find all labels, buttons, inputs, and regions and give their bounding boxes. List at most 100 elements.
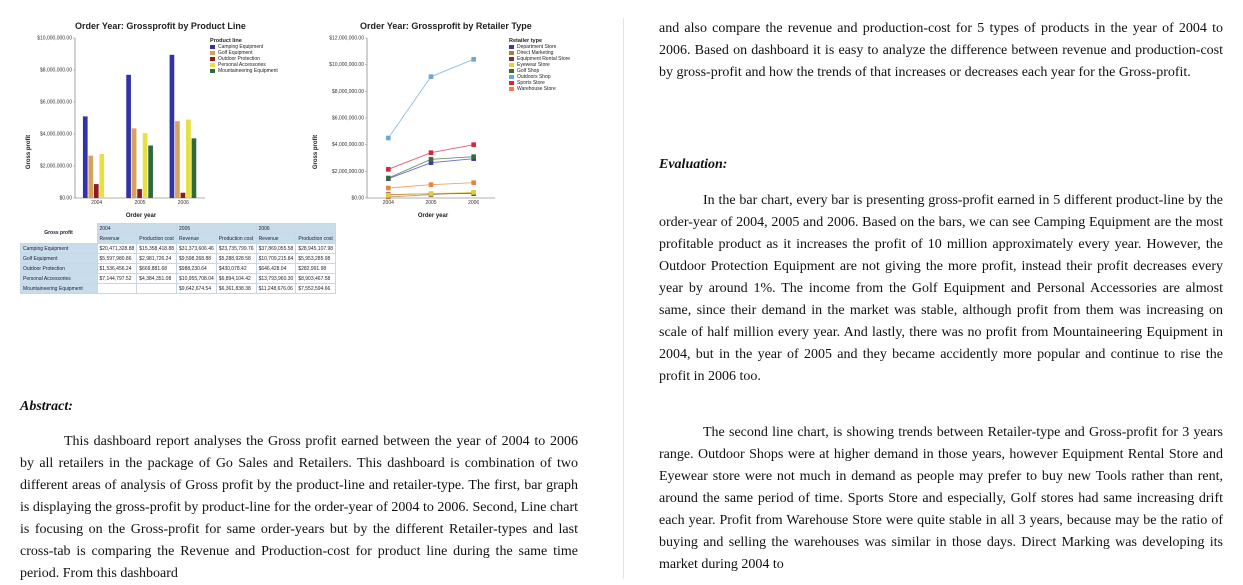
table-cell: $15,358,418.88: [136, 243, 178, 254]
line-chart-xlabel: Order year: [418, 213, 449, 219]
table-cell: $5,288,928.58: [215, 253, 257, 264]
table-cell: $23,735,799.76: [215, 243, 257, 254]
bar-outdoor-protection-2006: [180, 192, 186, 198]
y-tick-label: $6,000,000.00: [40, 100, 72, 106]
table-cell: $20,471,328.88: [96, 243, 138, 254]
legend-label: Eyewear Store: [517, 62, 550, 68]
point-golf-shop-2005: [428, 157, 434, 162]
legend-swatch: [210, 62, 215, 67]
crosstab-subheader: Revenue: [255, 233, 297, 244]
y-tick-label: $10,000,000.00: [37, 36, 72, 42]
crosstab-year-header: 2004: [96, 223, 178, 234]
table-cell: $8,903,467.58: [295, 273, 337, 284]
legend-swatch: [509, 50, 514, 55]
y-tick-label: $8,000,000.00: [40, 68, 72, 74]
table-cell: $6,361,838.38: [215, 283, 257, 294]
legend-item: Personal Accessories: [210, 62, 278, 68]
table-cell: $28,945,107.98: [295, 243, 337, 254]
legend-item: Direct Marketing: [509, 50, 570, 56]
bar-chart: Gross profit Order year $0.00 $2,000,000.…: [26, 36, 205, 219]
crosstab: Gross profit 2004 2005 2006 Revenue Prod…: [20, 223, 337, 294]
bar-personal-accessories-2004: [99, 154, 105, 198]
legend-label: Warehouse Store: [517, 86, 556, 92]
legend-item: Golf Shop: [509, 68, 570, 74]
bar-chart-xlabel: Order year: [126, 213, 157, 219]
bar-golf-equipment-2006: [175, 121, 180, 198]
line-chart: Gross profit Order year $0.00 $2,000,000.…: [313, 36, 495, 219]
legend-item: Equipment Rental Store: [509, 56, 570, 62]
y-tick-label: $4,000,000.00: [40, 132, 72, 138]
table-cell: $5,597,980.86: [96, 253, 138, 264]
legend-item: Outdoor Protection: [210, 56, 278, 62]
crosstab-subheader: Production cost: [136, 233, 178, 244]
bar-camping-equipment-2005: [126, 74, 131, 198]
line-sports-store: [388, 144, 474, 170]
bar-golf-equipment-2004: [88, 155, 94, 198]
column-divider: [623, 18, 624, 579]
table-cell: $13,793,960.30: [255, 273, 297, 284]
table-cell: $4,384,351.08: [136, 273, 178, 284]
line-chart-ylabel: Gross profit: [313, 135, 319, 169]
crosstab-year-header: 2005: [176, 223, 257, 234]
abstract-paragraph: This dashboard report analyses the Gross…: [20, 434, 578, 581]
point-golf-shop-2004: [386, 175, 391, 181]
bar-outdoor-protection-2005: [137, 189, 142, 198]
table-cell: $9,642,674.54: [176, 283, 217, 294]
x-tick-label: 2004: [91, 200, 102, 206]
legend-swatch: [509, 62, 514, 67]
bar-camping-equipment-2006: [169, 54, 175, 198]
line-outdoors-shop: [387, 58, 474, 139]
legend-item: Eyewear Store: [509, 62, 570, 68]
bar-outdoor-protection-2004: [93, 184, 99, 198]
point-department-store-2005: [428, 160, 434, 165]
bar-camping-equipment-2004: [82, 116, 88, 198]
table-cell: $669,881.68: [136, 263, 178, 274]
crosstab-year-header: 2006: [255, 223, 337, 234]
x-tick-label: 2005: [134, 200, 145, 206]
x-tick-label: 2006: [178, 200, 189, 206]
table-cell: $7,144,797.52: [96, 273, 138, 284]
point-golf-shop-2006: [471, 154, 476, 159]
line-chart-title: Order Year: Grossprofit by Retailer Type: [360, 21, 532, 31]
legend-item: Warehouse Store: [509, 86, 570, 92]
abstract-heading: Abstract:: [20, 399, 73, 414]
legend-label: Camping Equipment: [218, 44, 264, 50]
legend-swatch: [210, 56, 215, 61]
row-label: Outdoor Protection: [20, 263, 98, 274]
legend-label: Direct Marketing: [517, 50, 554, 56]
table-cell: $31,373,606.46: [176, 243, 217, 254]
x-tick-label: 2005: [425, 200, 436, 206]
legend-label: Sports Store: [517, 80, 545, 86]
table-cell: $988,230.64: [176, 263, 217, 274]
y-tick-label: $4,000,000.00: [332, 142, 364, 148]
bar-chart-title: Order Year: Grossprofit by Product Line: [75, 21, 246, 31]
legend-swatch: [509, 68, 514, 73]
table-cell: $10,709,215.84: [255, 253, 297, 264]
legend-label: Outdoors Shop: [517, 74, 551, 80]
legend-item: Sports Store: [509, 80, 570, 86]
legend-swatch: [509, 86, 514, 91]
legend-label: Personal Accessories: [218, 62, 266, 68]
y-tick-label: $12,000,000.00: [329, 36, 364, 42]
crosstab-subheader: Revenue: [176, 233, 217, 244]
table-cell: $646,428.04: [255, 263, 297, 274]
table-row: Camping Equipment $20,471,328.88 $15,358…: [20, 243, 337, 254]
legend-item: Department Store: [509, 44, 570, 50]
legend-item: Mountaineering Equipment: [210, 68, 278, 74]
y-tick-label: $0.00: [351, 196, 364, 202]
table-cell: $37,869,055.58: [255, 243, 297, 254]
intro-paragraph: and also compare the revenue and product…: [659, 21, 1223, 80]
point-outdoors-shop-2006: [471, 57, 476, 62]
legend-label: Mountaineering Equipment: [218, 68, 278, 74]
crosstab-subheader: Production cost: [295, 233, 337, 244]
point-sports-store-2005: [428, 150, 434, 155]
x-tick-label: 2004: [383, 200, 394, 206]
legend-swatch: [210, 68, 215, 73]
row-label: Mountaineering Equipment: [20, 283, 98, 294]
y-tick-label: $10,000,000.00: [329, 62, 364, 68]
table-cell: $6,894,104.42: [215, 273, 257, 284]
evaluation-paragraph-2: The second line chart, is showing trends…: [659, 425, 1223, 572]
table-row: Golf Equipment $5,597,980.86 $2,981,726.…: [20, 253, 337, 264]
table-cell: $5,953,285.98: [295, 253, 337, 264]
legend-item: Outdoors Shop: [509, 74, 570, 80]
